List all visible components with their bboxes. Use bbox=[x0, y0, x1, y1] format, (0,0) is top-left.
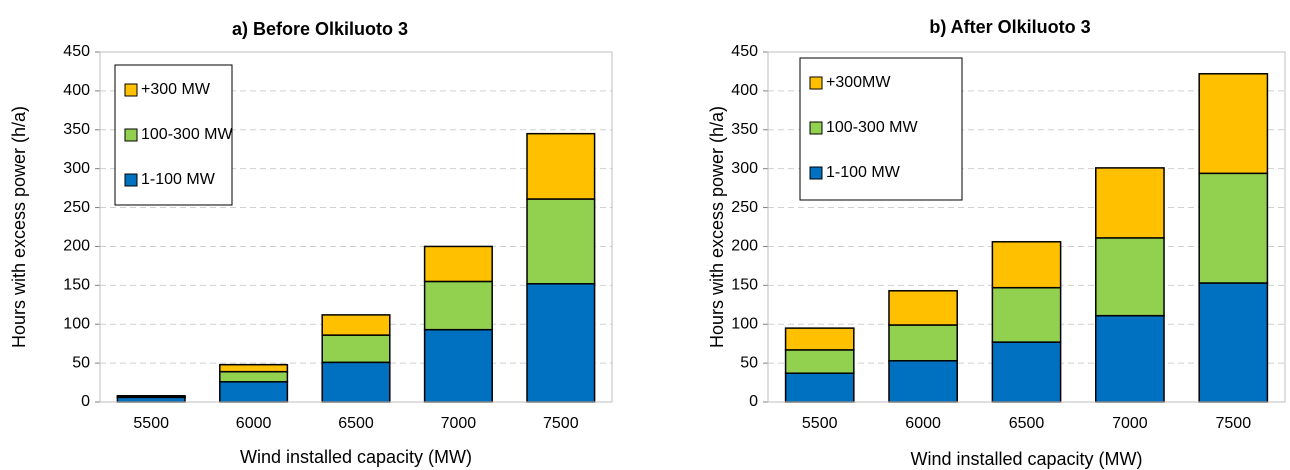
x-tick-label: 7000 bbox=[1112, 415, 1148, 432]
bar-segment bbox=[423, 245, 493, 283]
x-tick-label: 6500 bbox=[338, 415, 374, 432]
legend-label: +300 MW bbox=[141, 81, 211, 98]
y-tick-label: 100 bbox=[63, 315, 90, 332]
bar-segment bbox=[219, 381, 289, 403]
bar-segment bbox=[1095, 237, 1165, 317]
legend-label: +300MW bbox=[826, 74, 891, 91]
chart-title: a) Before Olkiluoto 3 bbox=[232, 19, 408, 39]
chart-title: b) After Olkiluoto 3 bbox=[929, 17, 1090, 37]
bar-segment bbox=[321, 314, 391, 336]
y-tick-label: 250 bbox=[63, 199, 90, 216]
legend-label: 1-100 MW bbox=[141, 171, 216, 188]
bar-segment bbox=[888, 290, 958, 326]
legend-label: 1-100 MW bbox=[826, 164, 901, 181]
y-tick-label: 250 bbox=[731, 199, 758, 216]
bar-segment bbox=[991, 241, 1062, 289]
legend-swatch bbox=[809, 121, 823, 135]
y-tick-label: 400 bbox=[63, 82, 90, 99]
bar-segment bbox=[1198, 172, 1269, 284]
legend-swatch bbox=[809, 76, 823, 90]
bar-segment bbox=[784, 349, 855, 374]
bar-segment bbox=[888, 324, 958, 362]
bar-segment bbox=[991, 341, 1062, 403]
x-tick-label: 7000 bbox=[441, 415, 477, 432]
bar-segment bbox=[219, 363, 289, 373]
x-tick-label: 7500 bbox=[543, 415, 579, 432]
bar-segment bbox=[1095, 314, 1165, 403]
x-tick-label: 5500 bbox=[133, 415, 169, 432]
legend-box bbox=[799, 57, 963, 201]
bar-segment bbox=[784, 327, 855, 351]
y-tick-label: 300 bbox=[63, 160, 90, 177]
legend-label: 100-300 MW bbox=[826, 119, 918, 136]
y-tick-label: 150 bbox=[731, 277, 758, 294]
y-tick-label: 100 bbox=[731, 315, 758, 332]
y-tick-label: 50 bbox=[740, 354, 758, 371]
bar-segment bbox=[784, 372, 855, 403]
bar-segment bbox=[321, 361, 391, 403]
y-tick-label: 0 bbox=[749, 393, 758, 410]
y-tick-label: 50 bbox=[72, 354, 90, 371]
bar-segment bbox=[888, 360, 958, 403]
y-tick-label: 400 bbox=[731, 82, 758, 99]
bar-segment bbox=[526, 132, 596, 200]
bar-segment bbox=[321, 334, 391, 364]
bar-segment bbox=[991, 286, 1062, 343]
bar-segment bbox=[1198, 282, 1269, 403]
bar-segment bbox=[526, 283, 596, 403]
x-axis-label: Wind installed capacity (MW) bbox=[910, 449, 1142, 469]
y-tick-label: 450 bbox=[63, 43, 90, 60]
y-tick-label: 200 bbox=[731, 238, 758, 255]
y-axis-label: Hours with excess power (h/a) bbox=[707, 106, 727, 348]
y-tick-label: 350 bbox=[63, 121, 90, 138]
x-axis-label: Wind installed capacity (MW) bbox=[240, 447, 472, 467]
x-tick-label: 7500 bbox=[1216, 415, 1252, 432]
plot-border bbox=[99, 51, 613, 403]
legend-swatch bbox=[124, 83, 138, 97]
bar-segment bbox=[423, 328, 493, 403]
bar-segment bbox=[219, 370, 289, 383]
x-tick-label: 6500 bbox=[1009, 415, 1045, 432]
y-tick-label: 150 bbox=[63, 277, 90, 294]
bar-segment bbox=[1198, 73, 1269, 175]
y-axis-label: Hours with excess power (h/a) bbox=[9, 106, 29, 348]
x-tick-label: 6000 bbox=[905, 415, 941, 432]
x-tick-label: 5500 bbox=[802, 415, 838, 432]
legend-swatch bbox=[809, 166, 823, 180]
bar-segment bbox=[423, 280, 493, 331]
y-tick-label: 450 bbox=[731, 43, 758, 60]
bar-segment bbox=[1095, 167, 1165, 239]
plot-border bbox=[767, 51, 1286, 403]
legend-swatch bbox=[124, 173, 138, 187]
y-tick-label: 0 bbox=[81, 393, 90, 410]
bar-segment bbox=[526, 198, 596, 285]
x-tick-label: 6000 bbox=[236, 415, 272, 432]
bar-segment bbox=[116, 395, 186, 398]
legend-label: 100-300 MW bbox=[141, 126, 233, 143]
y-tick-label: 350 bbox=[731, 121, 758, 138]
legend-swatch bbox=[124, 128, 138, 142]
y-tick-label: 300 bbox=[731, 160, 758, 177]
y-tick-label: 200 bbox=[63, 238, 90, 255]
